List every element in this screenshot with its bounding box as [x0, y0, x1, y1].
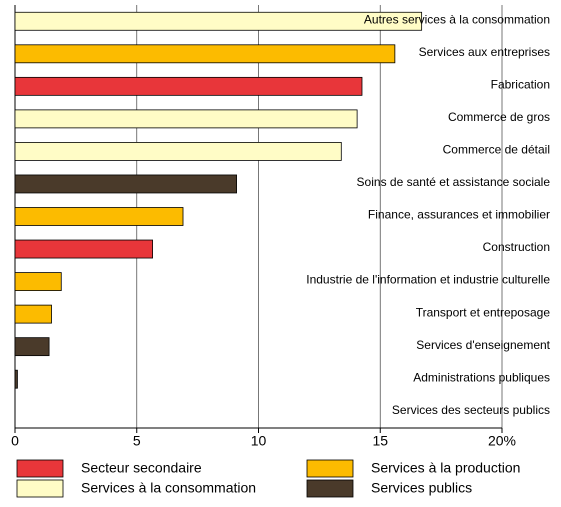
- legend-label: Services à la consommation: [81, 480, 256, 496]
- category-label: Transport et entreposage: [416, 305, 551, 319]
- category-label: Commerce de détail: [443, 143, 550, 157]
- category-label: Finance, assurances et immobilier: [368, 208, 550, 222]
- category-label: Commerce de gros: [448, 110, 550, 124]
- bar: [14, 142, 342, 161]
- category-label: Soins de santé et assistance sociale: [357, 175, 551, 189]
- bar: [14, 76, 363, 96]
- category-label: Administrations publiques: [413, 370, 550, 384]
- bar: [14, 174, 237, 194]
- x-tick-label: 5: [133, 433, 141, 449]
- category-label: Industrie de l'information et industrie …: [306, 273, 550, 287]
- legend-swatch: [16, 479, 64, 498]
- bar: [14, 369, 18, 389]
- legend-label: Services publics: [371, 480, 472, 496]
- x-tick-label: 20%: [488, 433, 516, 449]
- bar: [14, 239, 153, 259]
- x-tick-label: 15: [372, 433, 388, 449]
- legend-swatch: [306, 479, 354, 498]
- category-label: Services des secteurs publics: [392, 403, 550, 417]
- bar: [14, 109, 358, 129]
- bar: [14, 207, 184, 226]
- category-label: Construction: [483, 240, 550, 254]
- legend-swatch: [16, 459, 64, 478]
- x-tick-label: 0: [11, 433, 19, 449]
- category-label: Fabrication: [491, 78, 550, 92]
- x-tick-label: 10: [251, 433, 267, 449]
- bar: [14, 272, 62, 291]
- bar: [14, 304, 52, 324]
- legend-label: Services à la production: [371, 460, 520, 476]
- legend-label: Secteur secondaire: [81, 460, 202, 476]
- bar: [14, 44, 396, 64]
- bar: [14, 11, 423, 31]
- bar: [14, 337, 50, 357]
- category-label: Services d'enseignement: [416, 338, 550, 352]
- legend-swatch: [306, 459, 354, 478]
- category-label: Services aux entreprises: [419, 45, 550, 59]
- category-label: Autres services à la consommation: [364, 12, 550, 26]
